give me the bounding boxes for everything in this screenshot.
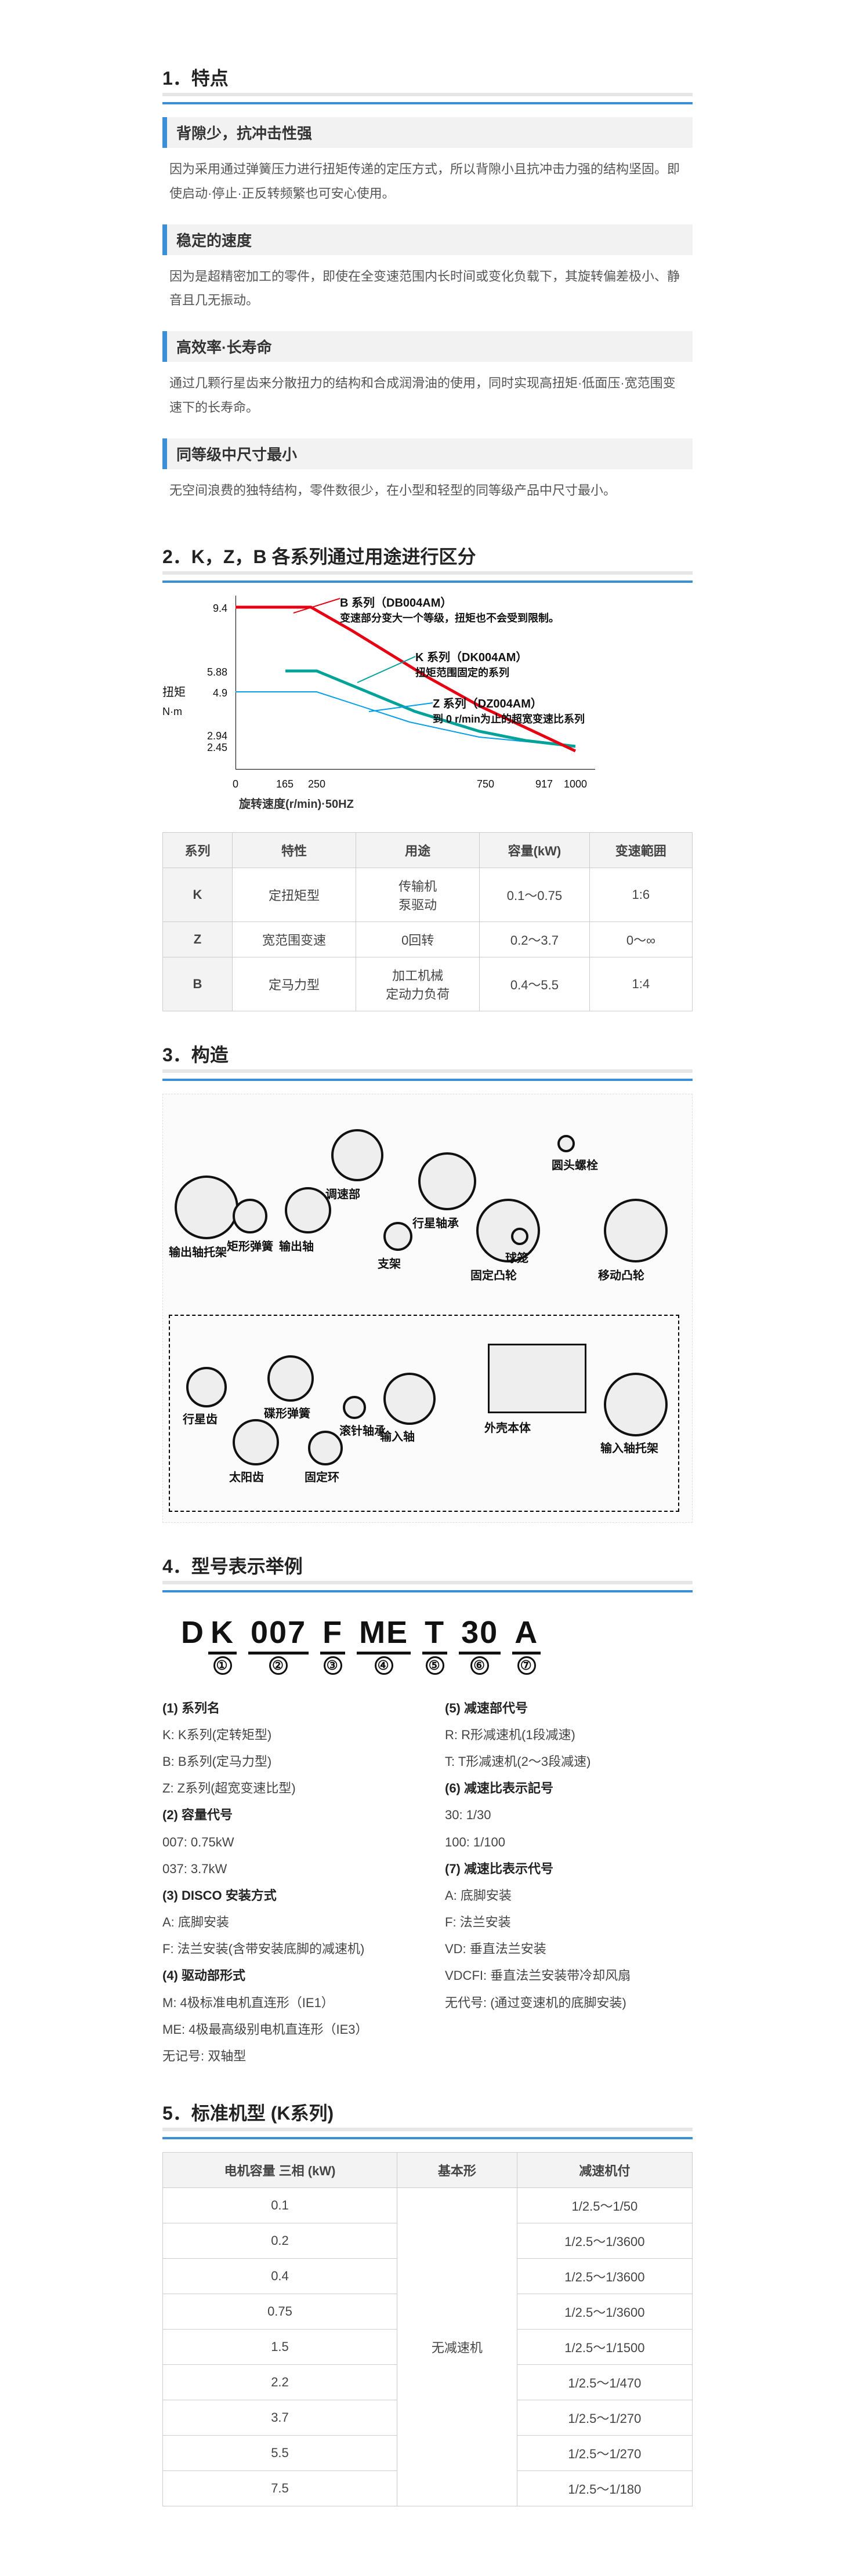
part: [343, 1396, 366, 1419]
std-table: 电机容量 三相 (kW)基本形减速机付 0.1无减速机1/2.5～1/500.2…: [162, 2152, 693, 2506]
part: [331, 1129, 383, 1181]
part: [175, 1175, 238, 1239]
feature-body: 因为是超精密加工的零件，即使在全变速范围内长时间或变化负载下，其旋转偏差极小、静…: [162, 255, 693, 324]
part: [418, 1152, 476, 1210]
structure-diagram: 输出轴托架矩形弹簧输出轴调速部支架行星轴承固定凸轮球笼圆头螺栓移动凸轮行星齿太阳…: [162, 1094, 693, 1523]
part: [557, 1135, 575, 1152]
part: [267, 1355, 314, 1402]
feature-body: 通过几颗行星齿来分散扭力的结构和合成润滑油的使用，同时实现高扭矩·低面压·宽范围…: [162, 362, 693, 430]
part: [233, 1419, 279, 1465]
part: [604, 1373, 668, 1436]
part: [488, 1344, 586, 1413]
model-legend: (1) 系列名K: K系列(定转矩型)B: B系列(定马力型)Z: Z系列(超宽…: [162, 1695, 693, 2070]
part: [308, 1431, 343, 1465]
section2-title: 2．K，Z，B 各系列通过用途进行区分: [162, 542, 693, 583]
part: [186, 1367, 227, 1407]
feature-heading: 高效率·长寿命: [162, 331, 693, 362]
feature-heading: 同等级中尺寸最小: [162, 438, 693, 469]
part: [383, 1222, 412, 1251]
part: [604, 1199, 668, 1262]
series-table: 系列特性用途容量(kW)变速範囲 K定扭矩型传输机泵驱动0.1～0.751:6Z…: [162, 832, 693, 1011]
section4-title: 4．型号表示举例: [162, 1552, 693, 1592]
feature-heading: 背隙少，抗冲击性强: [162, 117, 693, 148]
section3-title: 3．构造: [162, 1040, 693, 1081]
part: [233, 1199, 267, 1233]
section1-title: 1．特点: [162, 64, 693, 104]
part: [511, 1228, 528, 1245]
feature-body: 无空间浪费的独特结构，零件数很少，在小型和轻型的同等级产品中尺寸最小。: [162, 469, 693, 513]
part: [285, 1187, 331, 1233]
section5-title: 5．标准机型 (K系列): [162, 2099, 693, 2139]
feature-heading: 稳定的速度: [162, 224, 693, 255]
feature-body: 因为采用通过弹簧压力进行扭矩传递的定压方式，所以背隙小且抗冲击力强的结构坚固。即…: [162, 148, 693, 216]
part: [383, 1373, 436, 1425]
model-code: DK①007②F③ME④T⑤30⑥A⑦: [162, 1605, 693, 1655]
series-chart: 扭矩 N·m 旋转速度(r/min)·50HZ 9.45.884.92.942.…: [162, 596, 693, 816]
